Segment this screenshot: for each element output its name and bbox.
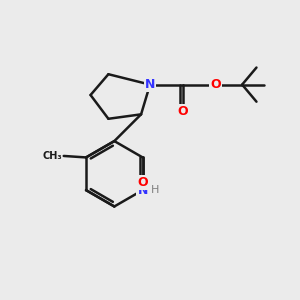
Text: CH₃: CH₃ bbox=[42, 151, 62, 161]
Text: O: O bbox=[210, 78, 221, 91]
Text: O: O bbox=[177, 105, 188, 118]
Text: O: O bbox=[137, 176, 148, 189]
Text: N: N bbox=[145, 78, 155, 91]
Text: H: H bbox=[151, 185, 159, 195]
Text: N: N bbox=[137, 184, 148, 196]
